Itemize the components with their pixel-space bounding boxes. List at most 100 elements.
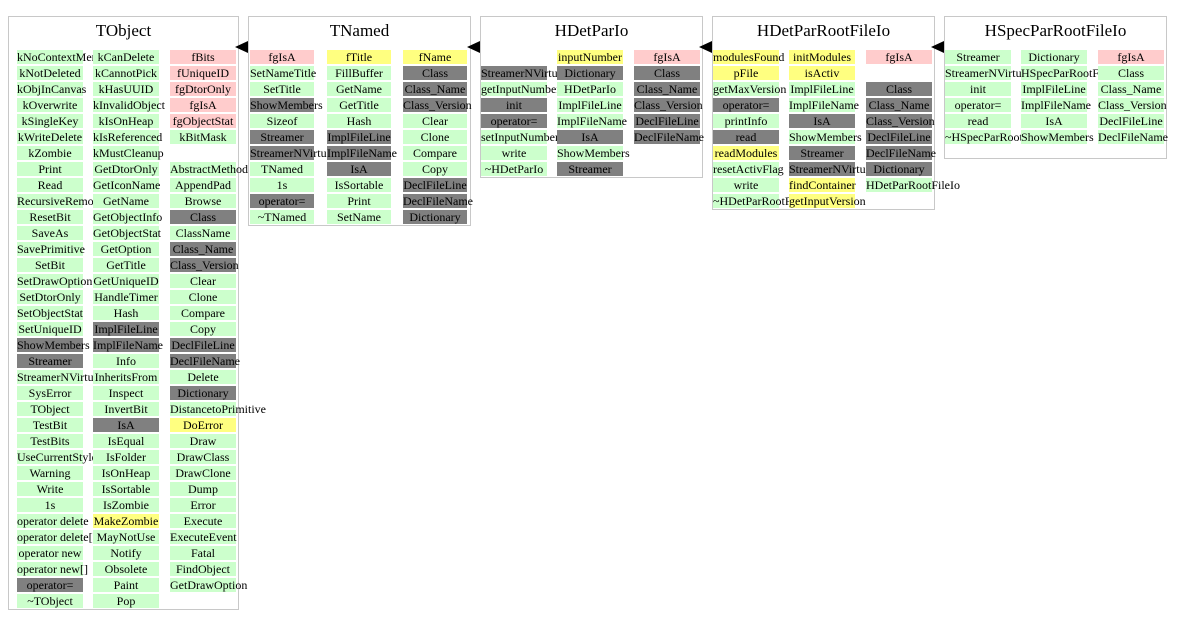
member-cell: SysError xyxy=(17,386,83,400)
member-cell: GetName xyxy=(93,194,159,208)
member-cell: StreamerNVirtual xyxy=(945,66,1031,80)
member-cell: IsFolder xyxy=(93,450,159,464)
member-cell: init xyxy=(481,98,547,112)
member-cell: Streamer xyxy=(945,50,1011,64)
member-cell: DeclFileLine xyxy=(866,130,932,144)
member-cell: TObject xyxy=(17,402,83,416)
member-cell: findContainer xyxy=(789,178,856,192)
member-cell: DoError xyxy=(170,418,236,432)
member-cell: Notify xyxy=(93,546,159,560)
member-cell: AppendPad xyxy=(170,178,236,192)
class-title: TObject xyxy=(95,21,152,40)
member-cell: Draw xyxy=(170,434,236,448)
member-cell: operator= xyxy=(713,98,779,112)
member-cell: fgIsA xyxy=(170,98,236,112)
member-cell: Class_Version xyxy=(403,98,472,112)
member-cell: getInputVersion xyxy=(789,194,866,208)
member-cell: kIsReferenced xyxy=(93,130,163,144)
member-cell: GetTitle xyxy=(93,258,159,272)
member-cell: IsEqual xyxy=(93,434,159,448)
member-cell: Copy xyxy=(403,162,467,176)
member-cell: HandleTimer xyxy=(93,290,159,304)
member-cell: Info xyxy=(93,354,159,368)
member-cell: Delete xyxy=(170,370,236,384)
member-cell: DeclFileLine xyxy=(170,338,236,352)
member-cell: init xyxy=(945,82,1011,96)
member-cell: SaveAs xyxy=(17,226,83,240)
member-cell: IsOnHeap xyxy=(93,466,159,480)
class-title: HDetParRootFileIo xyxy=(756,21,891,40)
member-cell: InvertBit xyxy=(93,402,159,416)
member-cell: Clone xyxy=(170,290,236,304)
class-box-hdetparrootfileio: HDetParRootFileIo xyxy=(712,16,935,210)
member-cell: ShowMembers xyxy=(789,130,862,144)
member-cell: Hash xyxy=(93,306,159,320)
member-cell: kNotDeleted xyxy=(17,66,83,80)
class-title: HSpecParRootFileIo xyxy=(984,21,1127,40)
member-cell: inputNumber xyxy=(557,50,623,64)
member-cell: DeclFileLine xyxy=(403,178,467,192)
member-cell: kWriteDelete xyxy=(17,130,83,144)
member-cell: Execute xyxy=(170,514,236,528)
member-cell: Pop xyxy=(93,594,159,608)
member-cell: Class xyxy=(170,210,236,224)
member-cell: operator new xyxy=(17,546,83,560)
member-cell: DeclFileName xyxy=(866,146,936,160)
member-cell: ShowMembers xyxy=(1021,130,1094,144)
member-cell: Class_Version xyxy=(634,98,703,112)
member-cell: fgIsA xyxy=(866,50,932,64)
member-cell: operator new[] xyxy=(17,562,88,576)
member-cell: Read xyxy=(17,178,83,192)
member-cell: Dictionary xyxy=(866,162,932,176)
member-cell: IsA xyxy=(789,114,855,128)
member-cell: IsZombie xyxy=(93,498,159,512)
member-cell: read xyxy=(945,114,1011,128)
member-cell: Write xyxy=(17,482,83,496)
member-cell: modulesFound xyxy=(713,50,785,64)
member-cell: IsSortable xyxy=(93,482,159,496)
member-cell: fBits xyxy=(170,50,236,64)
member-cell: Streamer xyxy=(789,146,855,160)
member-cell: GetObjectInfo xyxy=(93,210,163,224)
member-cell: IsA xyxy=(557,130,623,144)
member-cell: Hash xyxy=(327,114,391,128)
member-cell: GetName xyxy=(327,82,391,96)
member-cell: kCannotPick xyxy=(93,66,159,80)
member-cell: InheritsFrom xyxy=(93,370,159,384)
member-cell: Clone xyxy=(403,130,467,144)
member-cell: ImplFileLine xyxy=(93,322,159,336)
member-cell: Print xyxy=(17,162,83,176)
member-cell: write xyxy=(481,146,547,160)
member-cell: Dictionary xyxy=(170,386,236,400)
member-cell: Streamer xyxy=(250,130,314,144)
member-cell: pFile xyxy=(713,66,779,80)
member-cell: DistancetoPrimitive xyxy=(170,402,266,416)
member-cell: read xyxy=(713,130,779,144)
member-cell: Obsolete xyxy=(93,562,159,576)
member-cell: DeclFileLine xyxy=(1098,114,1164,128)
member-cell: fTitle xyxy=(327,50,391,64)
member-cell: GetIconName xyxy=(93,178,161,192)
member-cell: SetTitle xyxy=(250,82,314,96)
member-cell: kBitMask xyxy=(170,130,236,144)
member-cell: fgIsA xyxy=(634,50,700,64)
member-cell: fUniqueID xyxy=(170,66,236,80)
member-cell: Paint xyxy=(93,578,159,592)
member-cell: SetBit xyxy=(17,258,83,272)
member-cell: operator= xyxy=(250,194,314,208)
member-cell: Dump xyxy=(170,482,236,496)
member-cell: ~HSpecParRootFileIo xyxy=(945,130,1052,144)
member-cell: ShowMembers xyxy=(17,338,90,352)
member-cell: resetActivFlag xyxy=(713,162,784,176)
member-cell: ~TObject xyxy=(17,594,83,608)
member-cell: kCanDelete xyxy=(93,50,159,64)
member-cell: fgObjectStat xyxy=(170,114,236,128)
member-cell: printInfo xyxy=(713,114,779,128)
member-cell: kSingleKey xyxy=(17,114,83,128)
member-cell: ClassName xyxy=(170,226,236,240)
member-cell: Class xyxy=(403,66,467,80)
member-cell: MakeZombie xyxy=(93,514,159,528)
member-cell: readModules xyxy=(713,146,779,160)
member-cell: Compare xyxy=(403,146,467,160)
member-cell: DrawClass xyxy=(170,450,236,464)
